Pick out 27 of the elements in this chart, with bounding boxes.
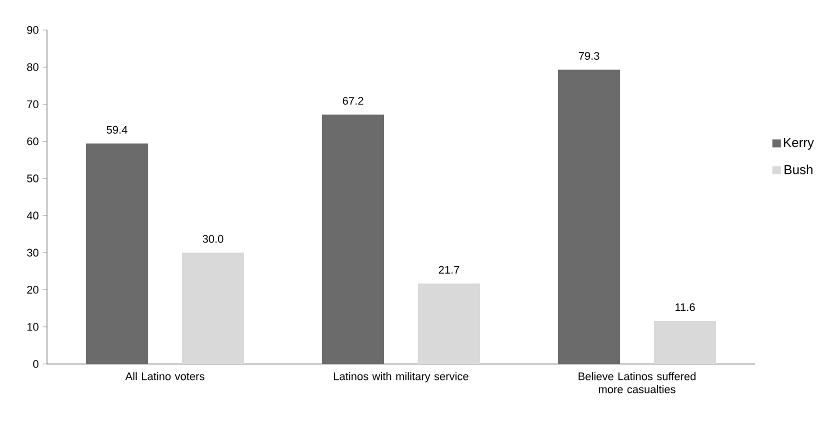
data-label: 67.2 — [342, 96, 364, 105]
data-label: 59.4 — [106, 126, 128, 134]
y-tick-label: 50 — [27, 174, 38, 182]
bar — [418, 283, 480, 364]
y-tick-label: 0 — [33, 360, 38, 368]
bar — [654, 320, 716, 364]
y-tick-label: 10 — [27, 323, 38, 331]
y-tick-label: 40 — [26, 212, 38, 220]
y-tick-label: 70 — [27, 100, 38, 108]
x-tick-label: Latinos with military service — [334, 372, 468, 382]
y-tick-label: 80 — [27, 63, 38, 72]
data-label: 30.0 — [202, 235, 224, 243]
y-tick-label: 60 — [27, 137, 38, 146]
x-tick-label: All Latino voters — [125, 372, 204, 380]
bar — [182, 252, 244, 364]
legend-label: Bush — [784, 164, 812, 174]
y-tick-label: 20 — [27, 286, 38, 294]
legend-label: Kerry — [784, 138, 814, 150]
data-label: 79.3 — [578, 52, 600, 60]
bar — [558, 70, 620, 364]
bar — [322, 114, 384, 364]
data-label: 11.6 — [676, 303, 695, 312]
data-label: 21.7 — [438, 266, 460, 274]
x-tick-label: Believe Latinos suffered more casualties — [578, 372, 696, 394]
y-tick-label: 30 — [27, 248, 38, 257]
y-tick-label: 90 — [27, 26, 38, 34]
bar — [86, 144, 148, 364]
